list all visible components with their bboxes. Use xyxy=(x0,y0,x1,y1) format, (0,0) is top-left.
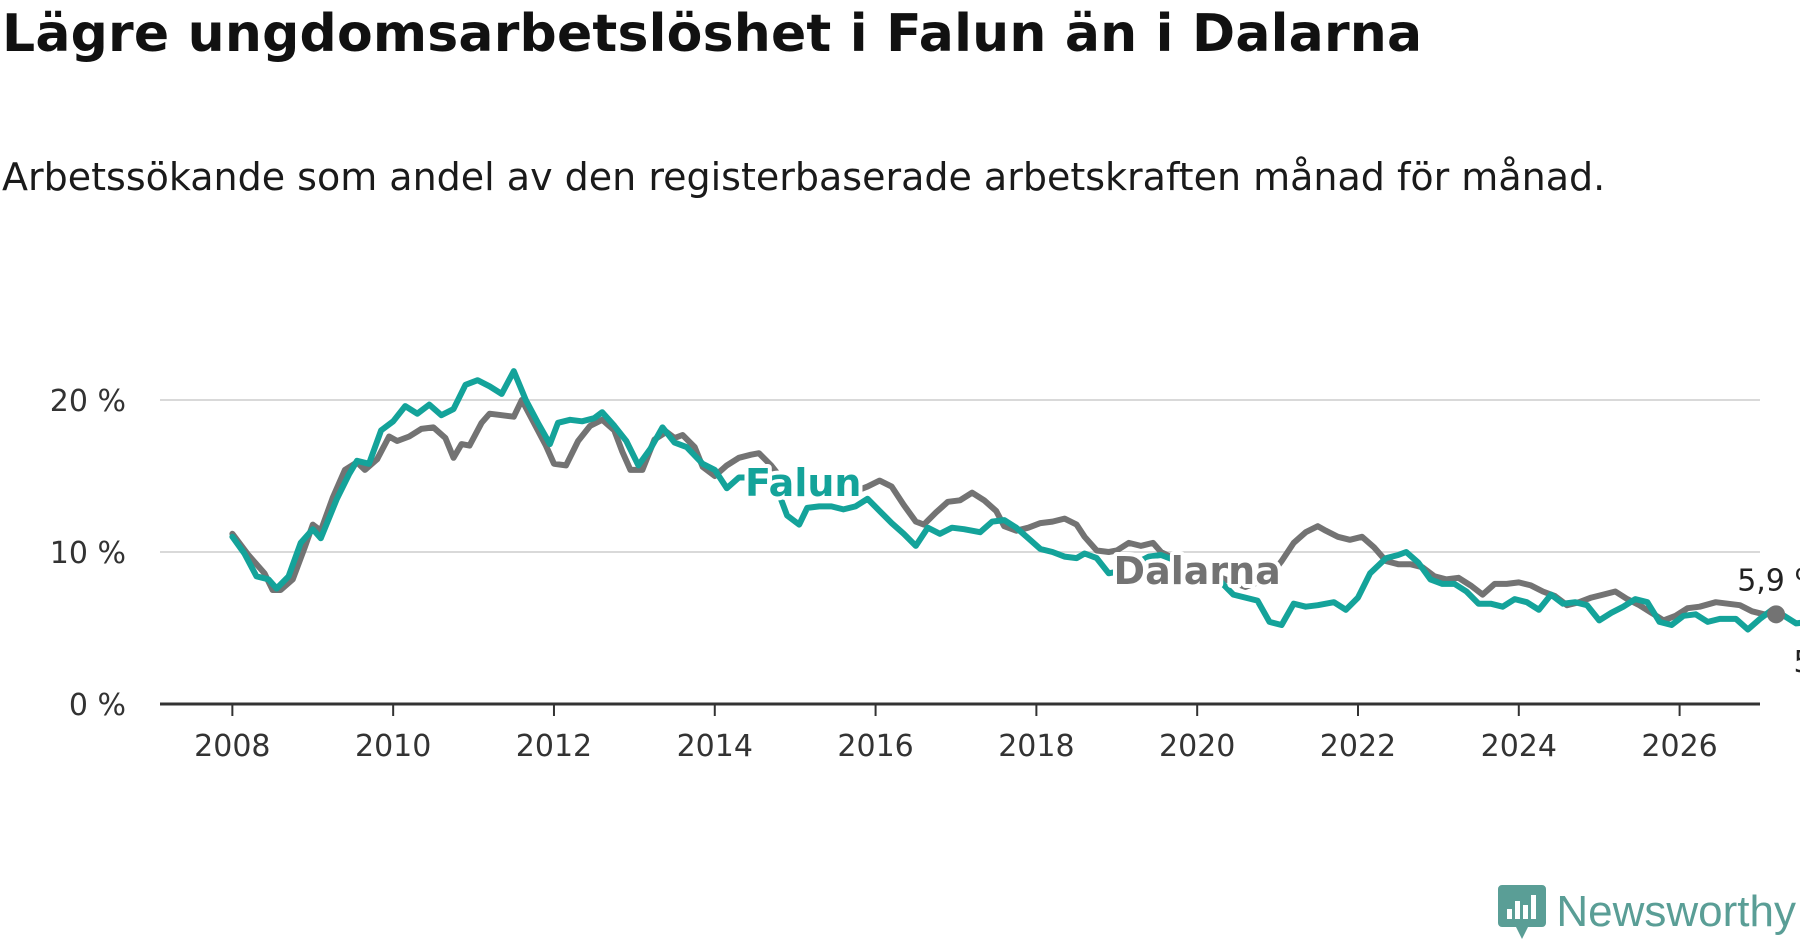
x-tick-label: 2010 xyxy=(355,729,431,764)
x-tick-label: 2014 xyxy=(677,729,753,764)
x-tick-label: 2022 xyxy=(1320,729,1396,764)
end-label-dalarna: 5,9 % xyxy=(1737,563,1800,598)
series-labels: Dalarna Falun xyxy=(741,457,1285,597)
y-tick-label: 20 % xyxy=(50,384,126,419)
x-tick-label: 2012 xyxy=(516,729,592,764)
chart-title: Lägre ungdomsarbetslöshet i Falun än i D… xyxy=(2,4,1423,64)
series-lines xyxy=(229,368,1800,633)
x-tick-label: 2026 xyxy=(1641,729,1717,764)
x-tick-label: 2008 xyxy=(194,729,270,764)
x-tick-label: 2018 xyxy=(998,729,1074,764)
series-line-falun xyxy=(229,368,1800,633)
y-tick-label: 10 % xyxy=(50,536,126,571)
end-label-falun: 5,4 % xyxy=(1793,645,1800,680)
end-markers: 5,9 % 5,4 % xyxy=(1737,563,1800,680)
x-tick-label: 2024 xyxy=(1481,729,1557,764)
newsworthy-logo-icon xyxy=(1498,885,1547,939)
y-axis: 0 % 10 % 20 % xyxy=(50,384,126,723)
x-tick-label: 2020 xyxy=(1159,729,1235,764)
series-label-falun: Falun xyxy=(745,461,862,505)
x-tick-label: 2016 xyxy=(837,729,913,764)
series-line-dalarna xyxy=(229,397,1780,624)
y-tick-label: 0 % xyxy=(69,688,126,723)
series-label-dalarna: Dalarna xyxy=(1114,549,1281,593)
x-axis: 2008 2010 2012 2014 2016 2018 2020 2022 2024 2026 xyxy=(160,702,1760,764)
newsworthy-brand: Newsworthy xyxy=(1498,882,1796,942)
chart-subtitle: Arbetssökande som andel av den registerb… xyxy=(2,155,1606,199)
end-point-dalarna xyxy=(1767,605,1786,624)
grid-lines xyxy=(160,399,1760,553)
brand-name: Newsworthy xyxy=(1556,887,1796,936)
